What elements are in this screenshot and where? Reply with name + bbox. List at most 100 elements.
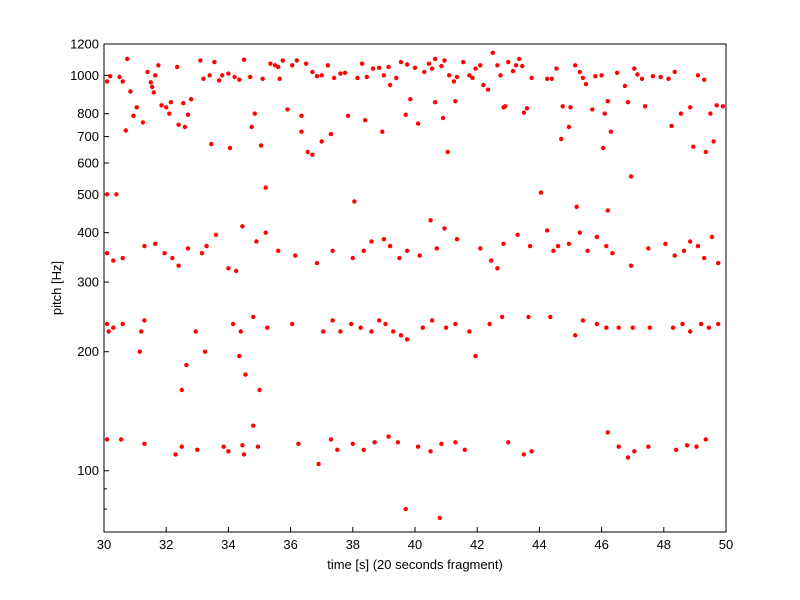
data-point <box>650 74 656 79</box>
data-point <box>669 123 674 129</box>
data-point <box>148 80 153 85</box>
data-point <box>363 118 368 123</box>
data-point <box>688 239 693 244</box>
data-point <box>520 63 525 69</box>
data-point <box>574 204 579 209</box>
data-point <box>417 253 422 258</box>
data-point <box>489 258 494 263</box>
x-axis: 30 32 34 36 38 40 42 44 46 48 50 <box>97 527 733 552</box>
data-point <box>159 103 164 108</box>
data-point <box>646 246 651 251</box>
data-point <box>153 73 158 78</box>
data-point <box>521 452 527 457</box>
data-point <box>670 325 676 330</box>
data-point <box>361 447 366 452</box>
data-point <box>118 437 124 442</box>
data-point <box>672 69 677 75</box>
data-point <box>386 434 391 439</box>
data-point <box>405 62 410 67</box>
data-point <box>632 449 637 454</box>
data-point <box>513 63 519 68</box>
data-point <box>234 268 239 274</box>
data-point <box>632 66 637 71</box>
x-tick-label: 44 <box>532 537 546 552</box>
data-point <box>647 325 652 330</box>
data-point <box>249 124 254 130</box>
y-tick-label: 800 <box>77 106 99 121</box>
data-point <box>252 111 257 116</box>
data-points <box>104 50 726 521</box>
data-point <box>199 251 205 256</box>
data-point <box>691 144 696 149</box>
data-point <box>314 74 320 79</box>
data-point <box>182 124 188 130</box>
data-point <box>605 99 610 104</box>
data-point <box>145 69 150 75</box>
data-point <box>445 149 450 155</box>
data-point <box>137 349 142 354</box>
data-point <box>176 263 181 268</box>
data-point <box>299 129 304 134</box>
data-point <box>395 440 401 445</box>
data-point <box>201 76 206 82</box>
data-point <box>397 255 402 261</box>
data-point <box>257 387 262 393</box>
data-point <box>517 56 522 62</box>
data-point <box>391 329 396 334</box>
data-point <box>369 329 374 334</box>
data-point <box>294 58 299 63</box>
data-point <box>577 230 582 235</box>
data-point <box>167 111 172 116</box>
data-point <box>499 314 505 320</box>
data-point <box>220 73 225 78</box>
data-point <box>387 243 393 249</box>
data-point <box>702 77 707 82</box>
data-point <box>398 333 404 338</box>
data-point <box>198 58 203 63</box>
data-point <box>503 104 508 109</box>
data-point <box>380 129 385 134</box>
data-point <box>310 152 315 157</box>
data-point <box>510 68 516 74</box>
data-point <box>381 237 387 242</box>
data-point <box>104 251 110 256</box>
data-point <box>241 57 247 62</box>
data-point <box>490 50 495 55</box>
data-point <box>688 329 693 334</box>
data-point <box>381 73 387 78</box>
data-point <box>415 444 421 449</box>
data-point <box>364 74 369 80</box>
data-point <box>394 75 399 81</box>
data-point <box>319 139 324 144</box>
data-point <box>408 97 413 102</box>
data-point <box>216 78 222 83</box>
y-tick-label: 700 <box>77 129 99 144</box>
data-point <box>258 143 264 148</box>
data-point <box>230 321 236 327</box>
data-point <box>185 246 191 251</box>
data-point <box>678 111 684 116</box>
data-point <box>120 255 125 261</box>
data-point <box>628 174 634 179</box>
data-point <box>330 248 335 253</box>
data-point <box>461 59 466 65</box>
data-point <box>405 248 410 253</box>
data-point <box>604 325 609 330</box>
data-point <box>439 441 444 446</box>
plot-frame <box>103 43 727 533</box>
data-point <box>120 79 125 84</box>
data-point <box>604 243 609 249</box>
data-point <box>330 318 335 323</box>
data-point <box>181 101 186 106</box>
x-tick-label: 38 <box>346 537 360 552</box>
data-point <box>506 440 511 445</box>
data-point <box>212 59 217 65</box>
data-point <box>501 241 506 246</box>
x-tick-label: 36 <box>283 537 297 552</box>
data-point <box>290 321 295 327</box>
data-point <box>681 248 687 253</box>
data-point <box>658 74 663 80</box>
data-point <box>646 444 651 449</box>
data-point <box>462 447 467 452</box>
data-point <box>140 120 146 125</box>
